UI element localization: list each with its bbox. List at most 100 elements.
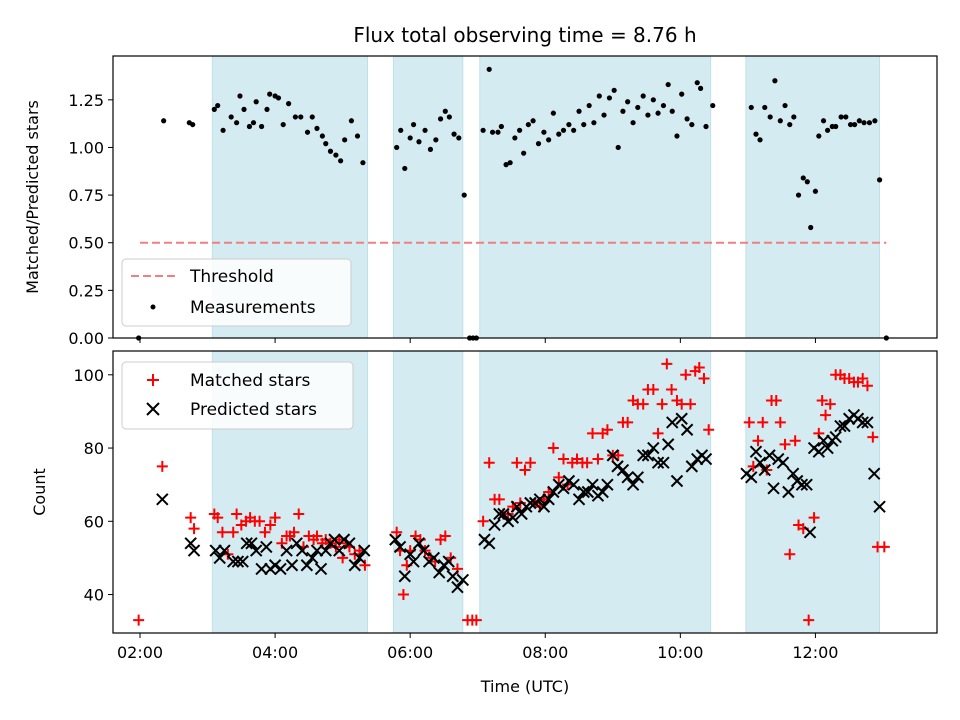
measurement-point	[480, 127, 486, 133]
predicted-star-point	[567, 478, 580, 491]
matched-star-point	[666, 383, 678, 395]
measurement-point	[354, 133, 361, 139]
predicted-star-point	[537, 500, 551, 513]
predicted-star-point	[268, 559, 282, 572]
measurement-point	[228, 114, 234, 120]
predicted-star-point	[586, 478, 599, 491]
measurement-point	[689, 121, 695, 128]
predicted-star-point	[606, 449, 620, 462]
measurement-point	[566, 121, 572, 128]
predicted-star-point	[767, 482, 780, 495]
measurement-point	[342, 137, 348, 143]
measurement-point	[571, 127, 577, 133]
top-y-tick-label: 0.50	[68, 234, 104, 253]
predicted-star-point	[621, 471, 634, 484]
measurement-point	[866, 120, 873, 126]
measurement-point	[327, 148, 334, 154]
predicted-star-point	[601, 478, 614, 491]
measurement-point	[586, 102, 592, 109]
predicted-star-point	[290, 537, 303, 550]
matched-star-point	[684, 398, 696, 410]
measurement-point	[486, 66, 492, 72]
measurement-point	[461, 192, 467, 198]
predicted-star-point	[763, 449, 776, 462]
chart-title: Flux total observing time = 8.76 h	[353, 23, 696, 47]
measurement-point	[808, 224, 814, 231]
measurement-point	[852, 121, 858, 128]
matched-star-point	[477, 515, 489, 527]
predicted-star-point	[753, 456, 767, 469]
matched-star-point	[557, 453, 569, 465]
top-y-tick-label: 0.75	[68, 186, 104, 205]
predicted-star-point	[280, 544, 293, 557]
measurement-point	[530, 118, 536, 124]
measurement-point	[402, 165, 408, 172]
x-tick-label: 06:00	[387, 643, 433, 662]
measurement-point	[694, 80, 700, 86]
top-y-ticks: 0.00 0.25 0.50 0.75 1.00 1.25	[68, 91, 113, 348]
bottom-x-ticks: 02:00 04:00 06:00 08:00 10:00 12:00	[117, 633, 838, 662]
predicted-star-point	[834, 419, 847, 433]
predicted-star-point	[446, 570, 459, 583]
measurement-point	[437, 116, 444, 122]
measurement-point	[615, 144, 621, 151]
predicted-star-point	[348, 559, 362, 572]
matched-star-point	[133, 614, 145, 626]
predicted-star-point	[407, 555, 420, 568]
measurement-point	[556, 131, 562, 137]
matched-star-point	[861, 380, 873, 392]
predicted-star-point	[156, 493, 169, 506]
measurement-point	[650, 97, 656, 103]
predicted-star-point	[647, 441, 660, 455]
predicted-star-point	[795, 478, 809, 491]
x-axis-label: Time (UTC)	[480, 677, 569, 696]
measurement-point	[394, 144, 400, 151]
matched-star-point	[264, 519, 276, 531]
matched-star-point	[547, 442, 559, 454]
measurement-point	[645, 112, 651, 118]
measurement-point	[258, 123, 265, 130]
matched-star-point	[587, 427, 599, 439]
legend-predicted-label: Predicted stars	[190, 400, 317, 420]
predicted-star-point	[442, 555, 455, 568]
top-legend: Threshold Measurements	[121, 258, 352, 327]
measurement-point	[787, 121, 793, 128]
matched-star-point	[656, 398, 668, 410]
legend-matched-swatch	[147, 374, 159, 386]
measurement-point	[550, 110, 556, 116]
measurement-point	[606, 95, 613, 101]
measurement-point	[304, 129, 311, 135]
predicted-star-point	[873, 500, 886, 513]
predicted-star-point	[524, 496, 537, 510]
predicted-star-point	[611, 460, 624, 473]
predicted-star-point	[856, 416, 869, 429]
measurement-point	[348, 118, 355, 124]
measurement-point	[446, 114, 452, 120]
measurement-point	[161, 118, 167, 124]
measurement-point	[782, 102, 788, 109]
measurement-point	[640, 93, 646, 99]
predicted-star-point	[403, 548, 417, 561]
matched-star-point	[601, 424, 613, 436]
measurement-point	[512, 135, 518, 141]
measurement-point	[546, 137, 552, 143]
observing-window	[745, 350, 880, 634]
measurement-point	[665, 81, 671, 88]
measurement-point	[211, 106, 217, 112]
measurement-point	[625, 99, 631, 105]
predicted-star-point	[651, 456, 665, 469]
measurement-point	[847, 121, 854, 128]
matched-star-point	[397, 589, 409, 601]
predicted-star-point	[184, 537, 197, 550]
measurement-point	[816, 133, 822, 139]
measurement-point	[427, 146, 434, 152]
x-tick-label: 04:00	[252, 643, 298, 662]
matched-star-point	[779, 438, 791, 450]
measurement-point	[190, 121, 196, 128]
measurement-point	[620, 108, 626, 114]
measurement-point	[541, 129, 547, 135]
matched-star-point	[231, 508, 243, 520]
matched-star-point	[188, 523, 200, 535]
matched-star-point	[761, 464, 773, 476]
